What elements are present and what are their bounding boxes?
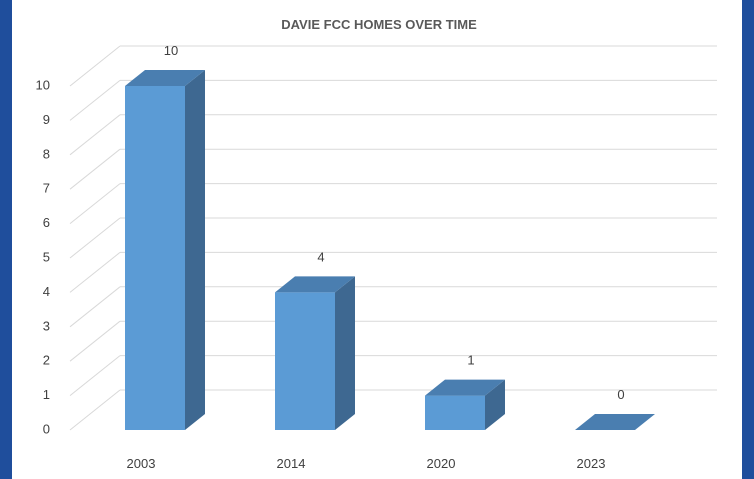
bar-side-face	[335, 276, 355, 430]
gridline-diagonal-7	[69, 148, 121, 190]
data-label: 10	[164, 43, 178, 58]
x-tick-label: 2003	[127, 456, 156, 471]
y-tick-label: 4	[43, 284, 50, 299]
bar-top-face	[275, 276, 355, 293]
gridline-diagonal-0	[69, 389, 121, 431]
gridline-diagonal-8	[69, 114, 121, 156]
gridline-diagonal-6	[69, 183, 121, 224]
data-label: 4	[317, 249, 324, 264]
gridline-diagonal-9	[69, 80, 121, 121]
chart-title: DAVIE FCC HOMES OVER TIME	[281, 17, 477, 32]
bar-2003	[125, 70, 205, 430]
gridline-diagonal-1	[69, 355, 121, 396]
gridline-diagonal-5	[69, 217, 121, 259]
y-tick-label: 6	[43, 215, 50, 230]
y-tick-label: 7	[43, 181, 50, 196]
y-axis: 0 1 2 3 4 5 6 7 8 9 10	[36, 78, 50, 437]
y-tick-label: 5	[43, 250, 50, 265]
data-label: 1	[467, 353, 474, 368]
gridline-diagonal-2	[69, 320, 121, 362]
bar-top-face	[125, 70, 205, 86]
gridlines	[69, 45, 717, 431]
x-axis: 2003 2014 2020 2023	[127, 456, 606, 471]
data-label: 0	[617, 387, 624, 402]
y-tick-label: 0	[43, 422, 50, 437]
x-tick-label: 2020	[427, 456, 456, 471]
x-tick-label: 2023	[577, 456, 606, 471]
bar-side-face	[185, 70, 205, 430]
gridline-diagonal-3	[69, 286, 121, 328]
bar-front-face	[425, 395, 485, 430]
bar-2020	[425, 379, 505, 430]
bar-side-face	[485, 379, 505, 430]
bar-top-face	[575, 414, 655, 430]
y-tick-label: 2	[43, 353, 50, 368]
y-tick-label: 9	[43, 112, 50, 127]
bar-2023	[575, 414, 655, 430]
bar-front-face	[275, 292, 335, 430]
gridline-diagonal-10	[69, 45, 121, 87]
y-tick-label: 3	[43, 318, 50, 333]
bar-2014	[275, 276, 355, 430]
bar-front-face	[125, 86, 185, 430]
y-tick-label: 8	[43, 146, 50, 161]
x-tick-label: 2014	[277, 456, 306, 471]
bar-top-face	[425, 379, 505, 396]
y-tick-label: 10	[36, 78, 50, 93]
gridline-diagonal-4	[69, 252, 121, 293]
bars	[125, 70, 655, 430]
y-tick-label: 1	[43, 387, 50, 402]
